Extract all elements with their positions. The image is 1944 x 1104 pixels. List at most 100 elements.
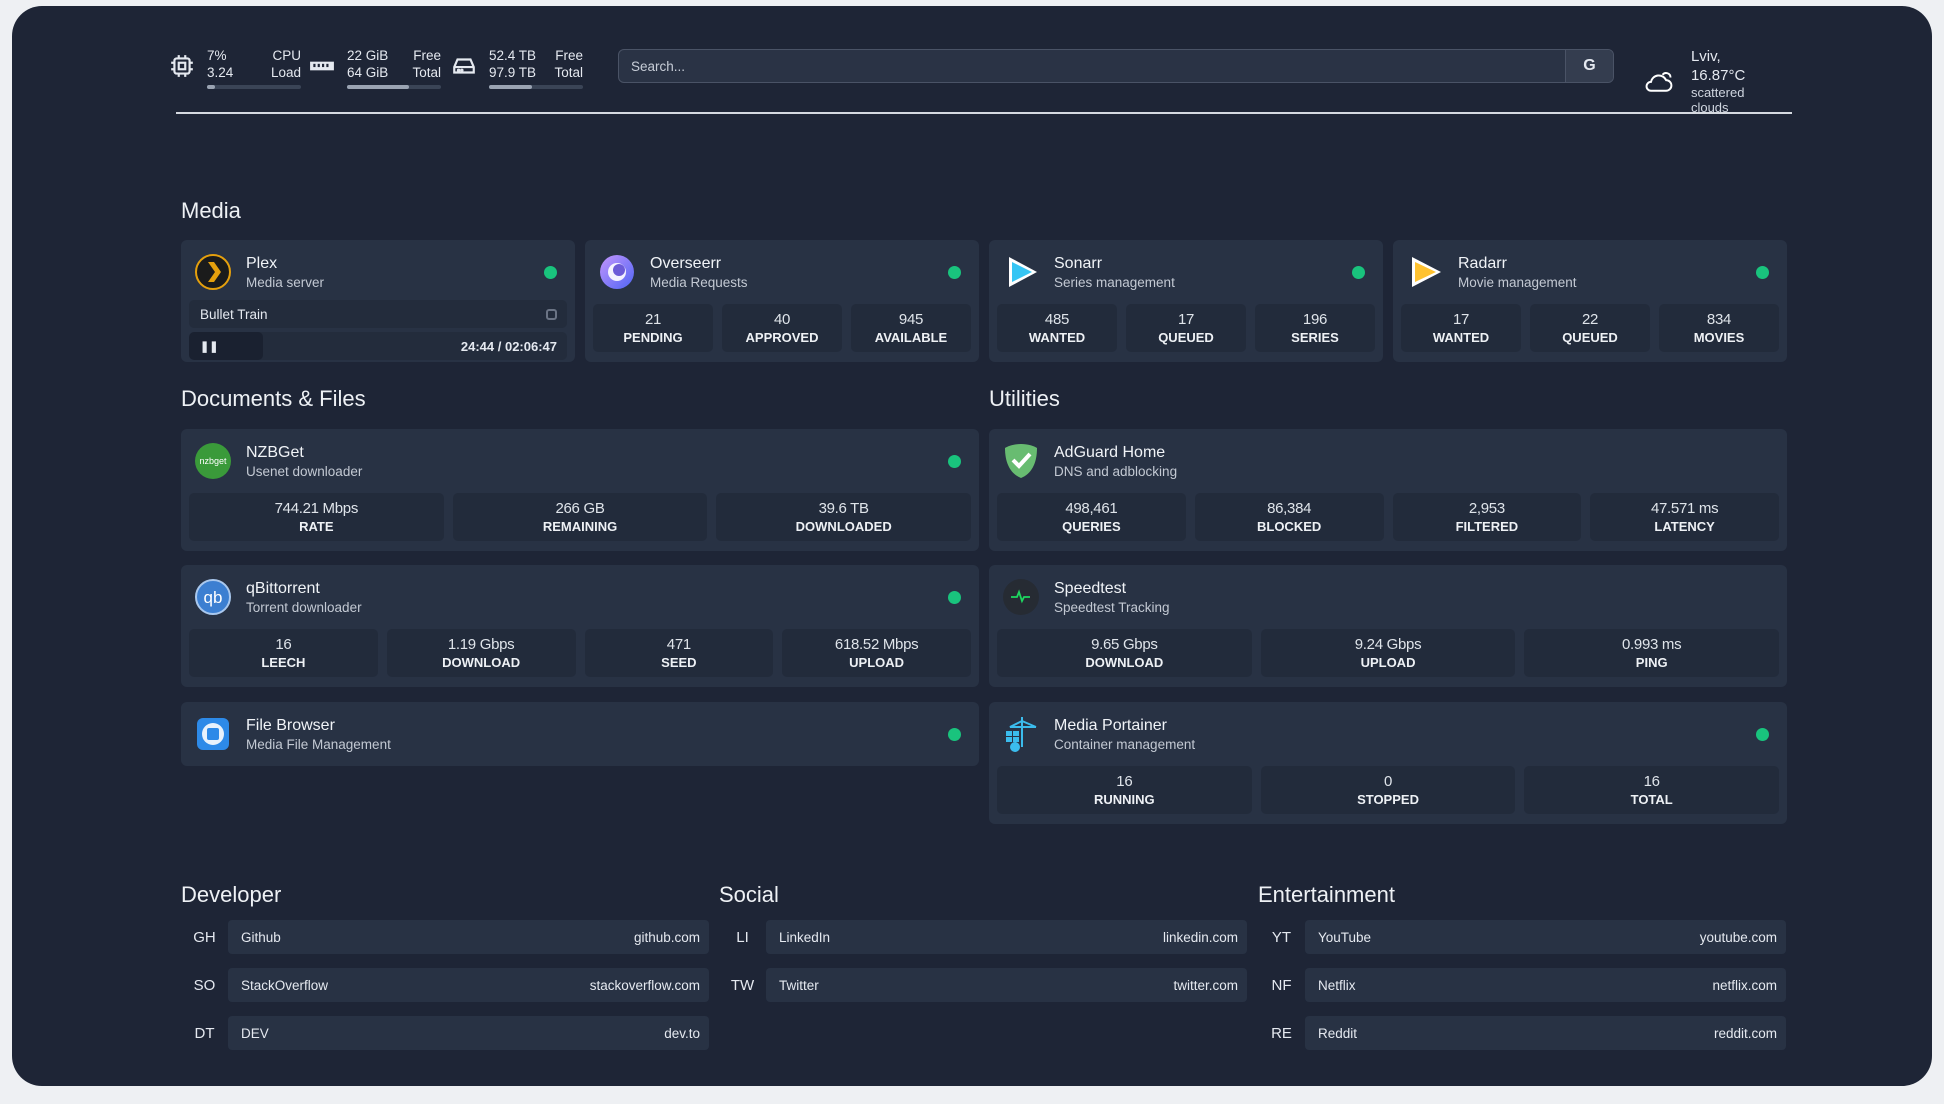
- adguard-icon: [1002, 442, 1040, 480]
- playback-bar[interactable]: ❚❚ 24:44 / 02:06:47: [189, 332, 567, 360]
- section-entertainment: Entertainment: [1258, 882, 1395, 907]
- bookmark-twitter[interactable]: TW Twitter twitter.com: [719, 968, 1247, 1002]
- service-stats: 9.65 Gbps DOWNLOAD 9.24 Gbps UPLOAD 0.993 ms…: [997, 629, 1780, 677]
- status-indicator: [948, 455, 961, 468]
- bookmark-name[interactable]: Twitter: [779, 977, 819, 993]
- bookmark-name[interactable]: LinkedIn: [779, 929, 831, 945]
- bookmark-url[interactable]: netflix.com: [1712, 977, 1777, 993]
- stat-block: 16 RUNNING: [997, 766, 1252, 814]
- bookmark-abbr: SO: [193, 976, 216, 994]
- bookmark-netflix[interactable]: NF Netflix netflix.com: [1258, 968, 1786, 1002]
- bookmark-name[interactable]: Netflix: [1318, 977, 1356, 993]
- stat-block: 17 WANTED: [1401, 304, 1521, 352]
- search-engine-button[interactable]: G: [1565, 50, 1613, 82]
- playback-time: 24:44 / 02:06:47: [460, 338, 557, 354]
- cpu-bar: [207, 85, 301, 89]
- search-box: G: [618, 49, 1614, 83]
- status-indicator: [948, 728, 961, 741]
- disk-widget: 52.4 TB 97.9 TB Free Total: [451, 47, 583, 89]
- bookmark-url[interactable]: linkedin.com: [1162, 929, 1238, 945]
- nzbget-icon: nzbget: [194, 442, 232, 480]
- bookmark-name[interactable]: Github: [241, 929, 281, 945]
- stat-value: 945: [898, 311, 924, 328]
- bookmark-url[interactable]: stackoverflow.com: [589, 977, 700, 993]
- pause-icon[interactable]: ❚❚: [200, 340, 219, 353]
- stat-block: 9.65 Gbps DOWNLOAD: [997, 629, 1252, 677]
- bookmarks-social: LI LinkedIn linkedin.com TW Twitter twitter.c…: [719, 920, 1247, 1016]
- stat-block: 86,384 BLOCKED: [1194, 493, 1384, 541]
- memory-widget: 22 GiB 64 GiB Free Total: [309, 47, 441, 89]
- bookmark-url[interactable]: twitter.com: [1173, 977, 1238, 993]
- stat-block: 47.571 ms LATENCY: [1590, 493, 1779, 541]
- bookmark-github[interactable]: GH Github github.com: [181, 920, 709, 954]
- disk-free: 52.4 TB: [489, 48, 537, 63]
- bookmark-dev[interactable]: DT DEV dev.to: [181, 1016, 709, 1050]
- bookmark-url[interactable]: github.com: [633, 929, 700, 945]
- header-divider: [176, 112, 1792, 114]
- service-stats: 485 WANTED 17 QUEUED 196 SERIES: [997, 304, 1375, 352]
- stat-label: LATENCY: [1654, 519, 1715, 534]
- status-indicator: [948, 591, 961, 604]
- disk-total: 97.9 TB: [489, 65, 537, 80]
- bookmark-name[interactable]: StackOverflow: [241, 977, 329, 993]
- section-social: Social: [719, 882, 779, 907]
- stat-value: 16: [1643, 773, 1660, 790]
- stat-value: 16: [1116, 773, 1133, 790]
- weather-location: Lviv, 16.87°C: [1690, 48, 1746, 84]
- stat-block: 40 APPROVED: [722, 304, 842, 352]
- service-description: Speedtest Tracking: [1054, 599, 1170, 615]
- service-card-radarr[interactable]: Radarr Movie management 17 WANTED 22 QUEUED 83…: [1393, 240, 1787, 362]
- weather-condition: scattered clouds: [1690, 85, 1745, 115]
- cpu-label: CPU: [272, 48, 301, 63]
- service-card-qbittorrent[interactable]: qb qBittorrent Torrent downloader 16 LEECH 1.…: [181, 565, 979, 687]
- stat-block: 471 SEED: [584, 629, 774, 677]
- bookmark-name[interactable]: YouTube: [1318, 929, 1372, 945]
- bookmark-name[interactable]: Reddit: [1318, 1025, 1358, 1041]
- bookmark-url[interactable]: youtube.com: [1699, 929, 1777, 945]
- stat-value: 485: [1044, 311, 1070, 328]
- section-media: Media: [181, 198, 241, 223]
- service-card-overseerr[interactable]: Overseerr Media Requests 21 PENDING 40 APPROV…: [585, 240, 979, 362]
- service-name: qBittorrent: [246, 579, 320, 597]
- service-card-filebrowser[interactable]: File Browser Media File Management: [181, 702, 979, 766]
- section-utilities: Utilities: [989, 386, 1060, 411]
- bookmark-youtube[interactable]: YT YouTube youtube.com: [1258, 920, 1786, 954]
- stat-value: 9.65 Gbps: [1091, 636, 1158, 653]
- service-name: Sonarr: [1054, 254, 1103, 272]
- search-input[interactable]: [619, 50, 1565, 82]
- service-stats: 17 WANTED 22 QUEUED 834 MOVIES: [1401, 304, 1779, 352]
- section-developer: Developer: [181, 882, 282, 907]
- stat-label: QUERIES: [1062, 519, 1121, 534]
- service-description: Usenet downloader: [246, 463, 363, 479]
- stat-value: 498,461: [1065, 500, 1118, 517]
- service-card-sonarr[interactable]: Sonarr Series management 485 WANTED 17 QUEUED…: [989, 240, 1383, 362]
- stat-value: 86,384: [1267, 500, 1312, 517]
- weather-widget: Lviv, 16.87°C scattered clouds: [1643, 47, 1775, 115]
- bookmark-reddit[interactable]: RE Reddit reddit.com: [1258, 1016, 1786, 1050]
- stat-label: LEECH: [261, 655, 306, 670]
- stat-block: 21 PENDING: [593, 304, 713, 352]
- service-card-plex[interactable]: Plex Media server Bullet Train ❚❚ 24:44 / 02…: [181, 240, 575, 362]
- stat-label: QUEUED: [1562, 330, 1618, 345]
- stat-label: RATE: [299, 519, 334, 534]
- load-label: Load: [270, 65, 301, 80]
- stat-value: 22: [1581, 311, 1599, 328]
- stat-block: 22 QUEUED: [1530, 304, 1650, 352]
- bookmark-url[interactable]: reddit.com: [1713, 1025, 1777, 1041]
- service-card-adguard[interactable]: AdGuard Home DNS and adblocking 498,461 QUE…: [989, 429, 1787, 551]
- bookmark-linkedin[interactable]: LI LinkedIn linkedin.com: [719, 920, 1247, 954]
- service-card-speedtest[interactable]: Speedtest Speedtest Tracking 9.65 Gbps DOWN…: [989, 565, 1787, 687]
- service-card-nzbget[interactable]: nzbget NZBGet Usenet downloader 744.21 Mbps…: [181, 429, 979, 551]
- stat-value: 744.21 Mbps: [274, 500, 359, 517]
- stat-block: 16 LEECH: [189, 629, 378, 677]
- service-name: Plex: [246, 254, 278, 272]
- stat-value: 17: [1452, 311, 1470, 328]
- service-card-portainer[interactable]: Media Portainer Container management 16 RUN…: [989, 702, 1787, 824]
- stat-label: BLOCKED: [1256, 519, 1322, 534]
- media-title: Bullet Train: [200, 306, 268, 322]
- bookmark-name[interactable]: DEV: [241, 1025, 269, 1041]
- stat-label: PING: [1635, 655, 1668, 670]
- bookmark-url[interactable]: dev.to: [664, 1025, 700, 1041]
- service-name: Media Portainer: [1054, 716, 1167, 734]
- bookmark-stackoverflow[interactable]: SO StackOverflow stackoverflow.com: [181, 968, 709, 1002]
